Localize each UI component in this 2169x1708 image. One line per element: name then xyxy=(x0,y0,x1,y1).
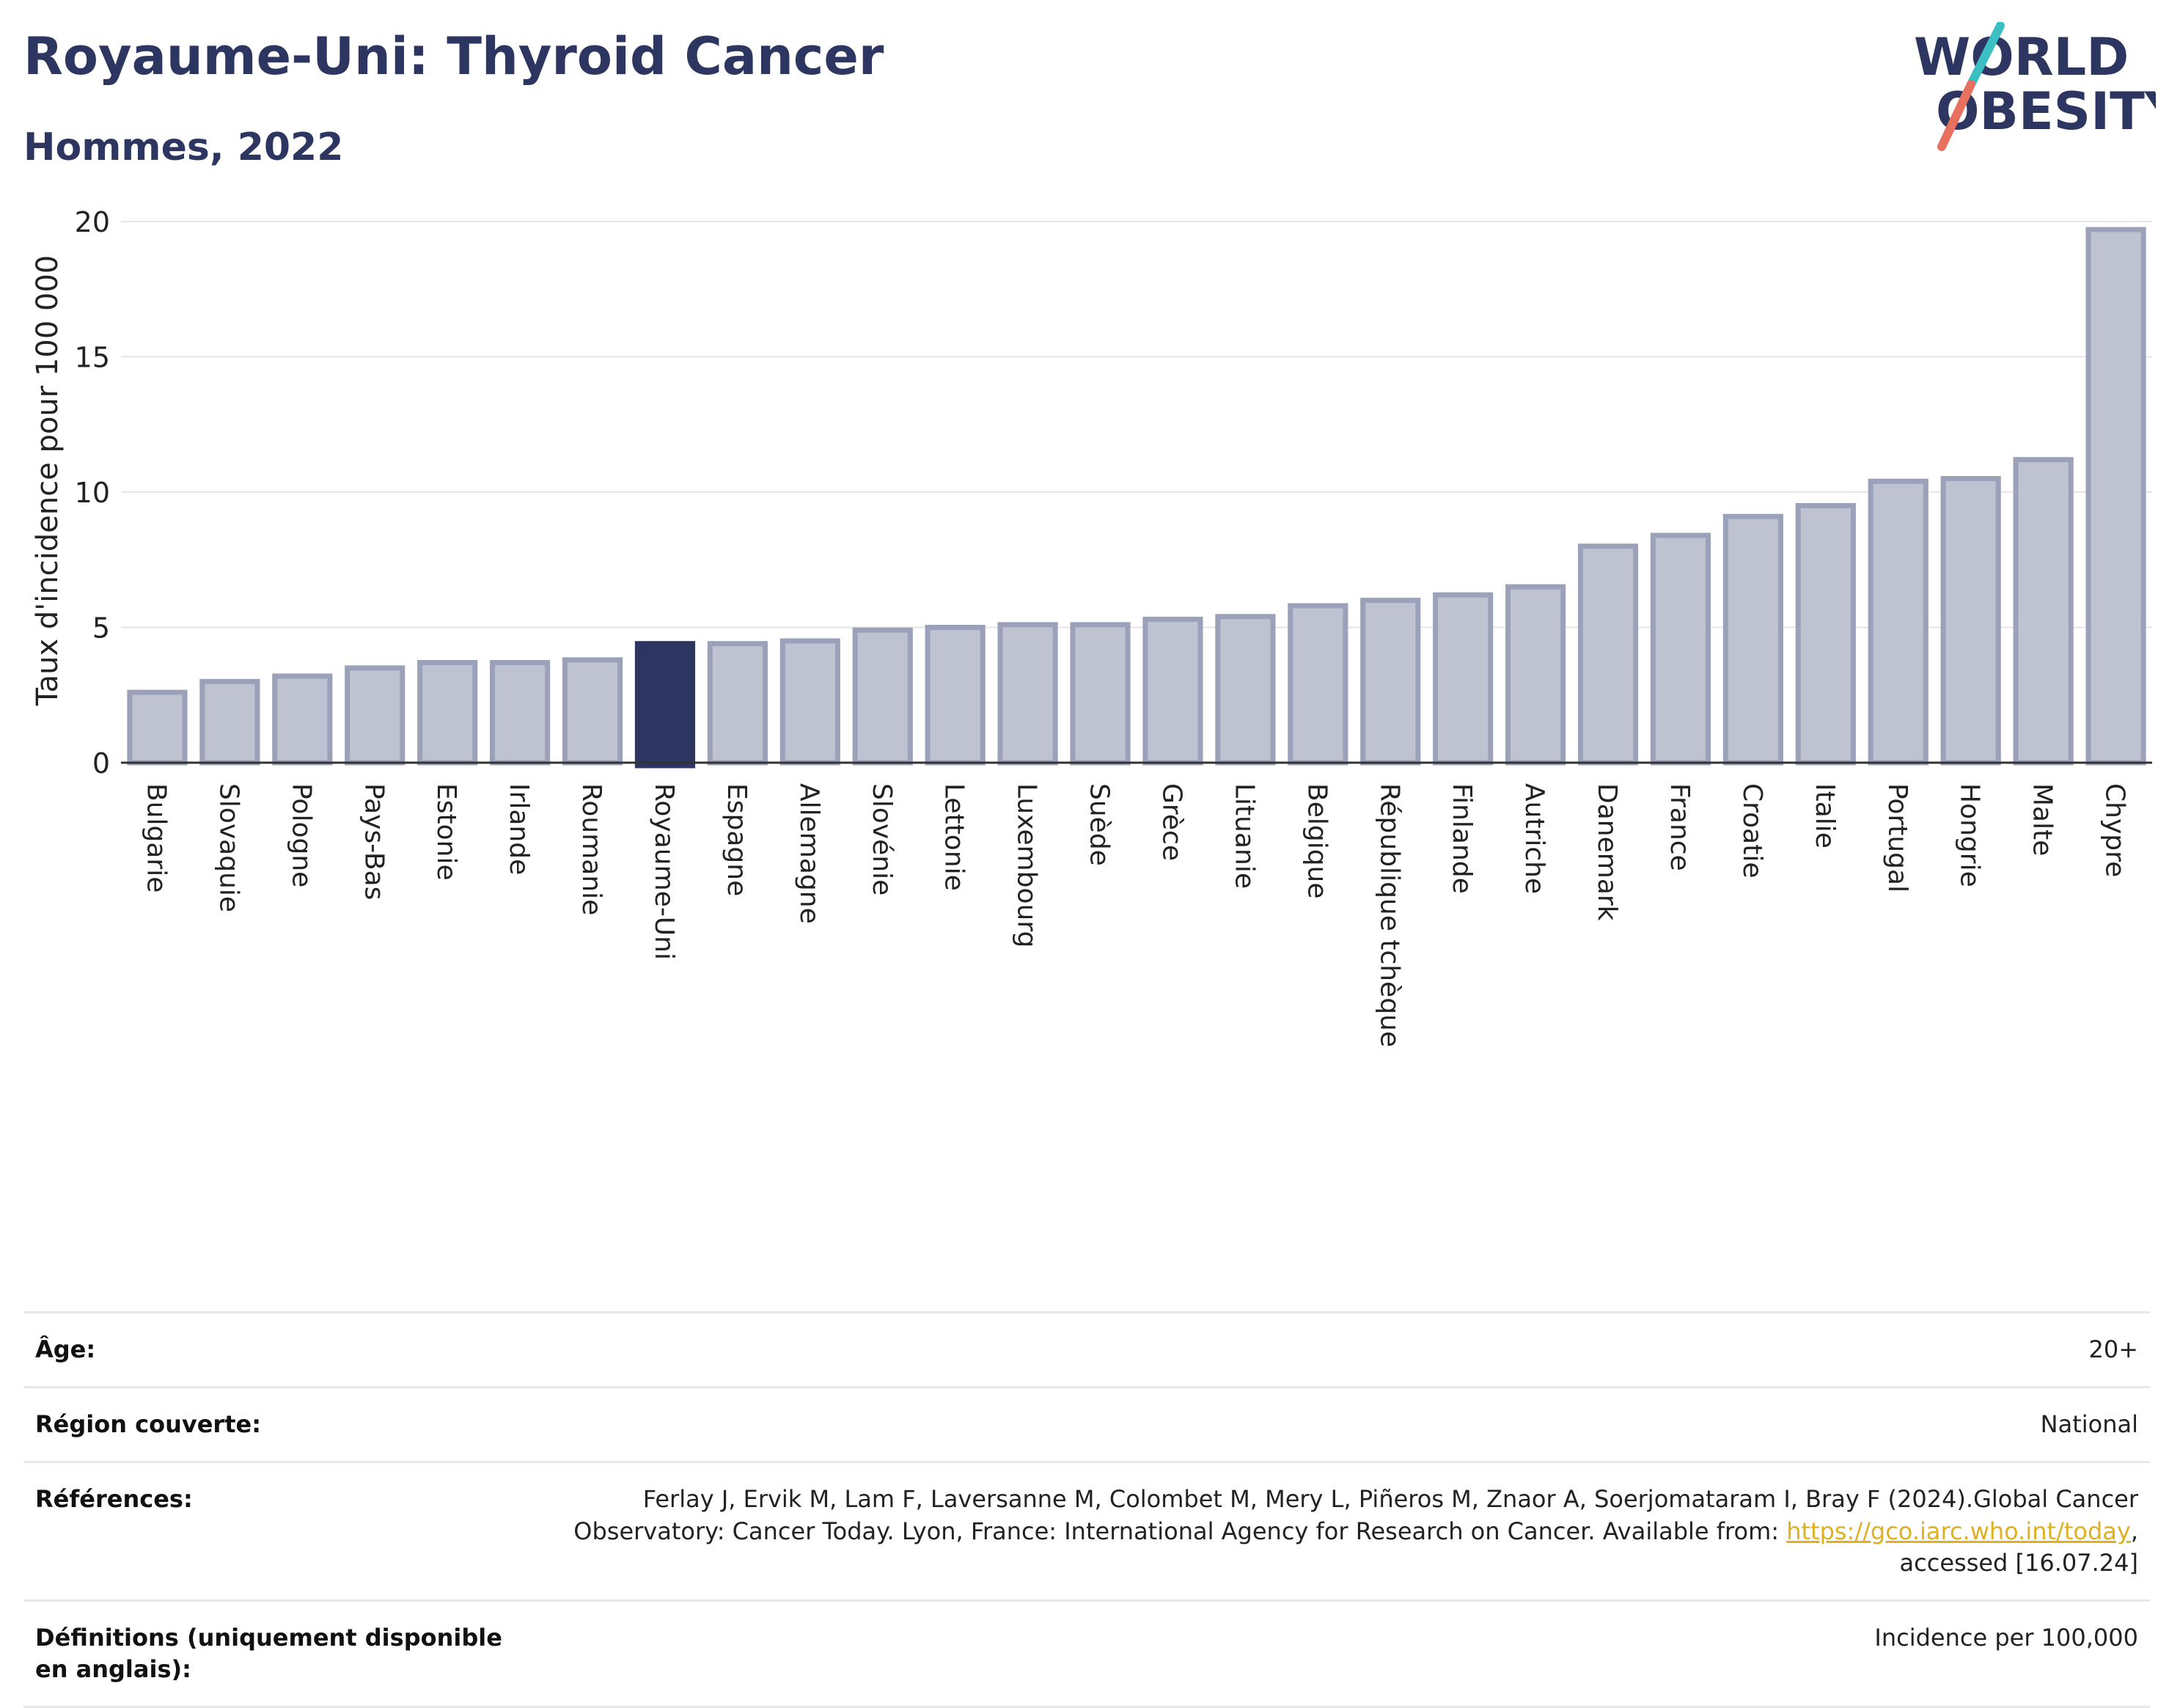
bar-r-publique-tch-que xyxy=(1360,598,1421,766)
x-tick-label: Estonie xyxy=(431,783,461,881)
bar-hongrie xyxy=(1940,476,2001,766)
bar-bulgarie xyxy=(127,689,188,766)
bar-allemagne xyxy=(779,638,840,766)
x-tick-label: Chypre xyxy=(2100,783,2130,877)
y-tick-label: 10 xyxy=(75,477,110,509)
bar-autriche xyxy=(1505,584,1566,766)
y-tick-label: 15 xyxy=(75,342,110,374)
x-axis-labels: Bulgarie Slovaquie Pologne Pays-Bas Estonie I… xyxy=(141,783,2129,1047)
info-row-age: Âge: 20+ xyxy=(23,1311,2150,1389)
bar-luxembourg xyxy=(997,622,1058,766)
y-axis-ticks: 0 5 10 15 20 xyxy=(75,206,110,780)
x-tick-label: Pays-Bas xyxy=(359,783,389,900)
x-tick-label: Roumanie xyxy=(576,783,606,915)
reference-link[interactable]: https://gco.iarc.who.int/today xyxy=(1786,1517,2131,1545)
info-key: Références: xyxy=(23,1461,546,1602)
x-tick-label: Suède xyxy=(1084,783,1115,866)
bar-france xyxy=(1650,532,1711,766)
bar-roumanie xyxy=(562,657,623,766)
bar-italie xyxy=(1795,502,1856,766)
x-tick-label: France xyxy=(1665,783,1695,871)
x-tick-label: Belgique xyxy=(1302,783,1332,899)
logo-slash-coral-icon xyxy=(1937,80,1975,151)
x-tick-label: Portugal xyxy=(1882,783,1912,893)
x-tick-label: Hongrie xyxy=(1955,783,1985,887)
reference-text: Ferlay J, Ervik M, Lam F, Laversanne M, … xyxy=(573,1485,2138,1545)
bar-estonie xyxy=(417,659,478,766)
x-tick-label: République tchèque xyxy=(1374,783,1404,1047)
bar-pays-bas xyxy=(345,665,405,766)
bar-danemark xyxy=(1577,543,1639,766)
x-tick-label: Croatie xyxy=(1737,783,1767,879)
logo-slash-teal-icon xyxy=(1967,22,2005,89)
bar-espagne xyxy=(707,641,768,766)
x-tick-label: Slovaquie xyxy=(213,783,243,912)
bar-chypre xyxy=(2085,227,2146,766)
info-value: Incidence per 100,000 xyxy=(546,1599,2150,1708)
info-row-references: Références: Ferlay J, Ervik M, Lam F, La… xyxy=(23,1461,2150,1602)
x-tick-label: Slovénie xyxy=(867,783,897,895)
info-row-definitions: Définitions (uniquement disponible en an… xyxy=(23,1599,2150,1708)
info-value: Ferlay J, Ervik M, Lam F, Laversanne M, … xyxy=(546,1461,2150,1602)
chart-subtitle: Hommes, 2022 xyxy=(23,125,344,169)
bar-royaume-uni xyxy=(634,641,696,769)
logo-line1: WORLD xyxy=(1914,27,2129,87)
x-tick-label: Bulgarie xyxy=(141,783,171,893)
x-tick-label: Pologne xyxy=(286,783,316,887)
x-tick-label: Espagne xyxy=(722,783,752,896)
y-tick-label: 20 xyxy=(75,206,110,238)
x-tick-label: Danemark xyxy=(1592,783,1622,921)
bar-lettonie xyxy=(925,625,986,766)
bar-su-de xyxy=(1070,622,1131,766)
bar-gr-ce xyxy=(1142,616,1203,766)
x-tick-label: Royaume-Uni xyxy=(649,783,679,960)
world-obesity-logo: WORLD OBESITY xyxy=(1914,22,2156,151)
info-table: Âge: 20+ Région couverte: National Référ… xyxy=(23,1311,2150,1708)
bar-lituanie xyxy=(1215,614,1276,766)
x-tick-label: Luxembourg xyxy=(1012,783,1042,948)
bar-irlande xyxy=(490,659,551,766)
x-tick-label: Lituanie xyxy=(1229,783,1259,889)
x-tick-label: Grèce xyxy=(1156,783,1186,861)
info-key: Région couverte: xyxy=(23,1386,546,1464)
x-tick-label: Irlande xyxy=(504,783,534,875)
x-tick-label: Italie xyxy=(1810,783,1840,848)
bar-croatie xyxy=(1722,513,1783,766)
info-value: 20+ xyxy=(546,1311,2150,1389)
x-tick-label: Lettonie xyxy=(939,783,969,891)
x-tick-label: Autriche xyxy=(1519,783,1549,894)
y-tick-label: 5 xyxy=(92,612,110,645)
x-tick-label: Malte xyxy=(2027,783,2058,856)
bar-malte xyxy=(2013,457,2074,766)
bar-chart: 0 5 10 15 20 Taux d'incidence pour 100 000 B… xyxy=(31,206,2152,1047)
info-key: Définitions (uniquement disponible en an… xyxy=(23,1599,546,1708)
bar-slovaquie xyxy=(199,678,260,766)
info-value: National xyxy=(546,1386,2150,1464)
bar-portugal xyxy=(1868,478,1928,766)
y-tick-label: 0 xyxy=(92,747,110,780)
info-key: Âge: xyxy=(23,1311,546,1389)
bar-slov-nie xyxy=(852,627,913,766)
bar-finlande xyxy=(1433,592,1494,766)
bars xyxy=(127,227,2146,769)
x-tick-label: Finlande xyxy=(1447,783,1477,894)
x-tick-label: Allemagne xyxy=(794,783,824,924)
bar-pologne xyxy=(272,673,333,766)
bar-belgique xyxy=(1288,603,1348,766)
reference-accessed: , accessed [16.07.24] xyxy=(1899,1517,2138,1577)
chart-title: Royaume-Uni: Thyroid Cancer xyxy=(23,26,884,87)
info-row-region: Région couverte: National xyxy=(23,1386,2150,1464)
y-axis-label: Taux d'incidence pour 100 000 xyxy=(31,255,65,706)
